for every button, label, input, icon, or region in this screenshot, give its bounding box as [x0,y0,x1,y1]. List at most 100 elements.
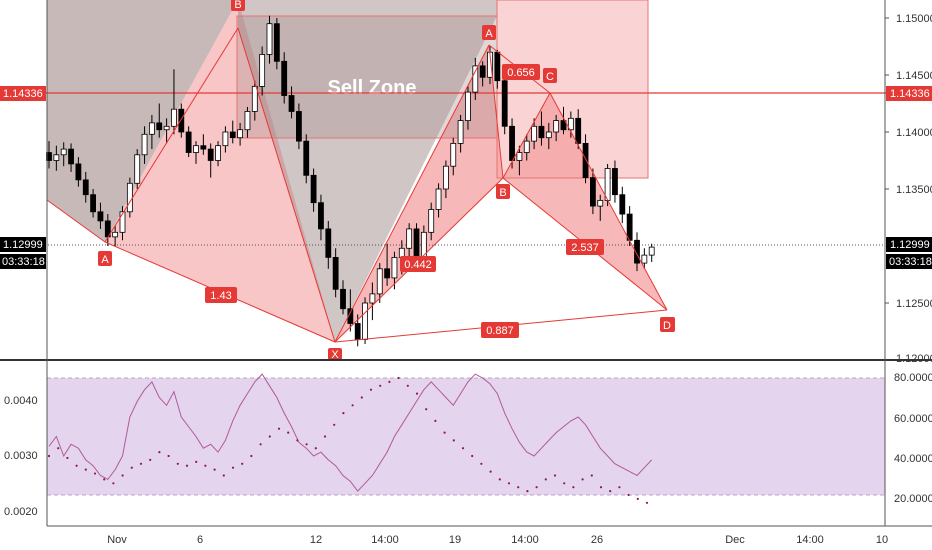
rsi-dot [544,478,547,481]
leg-a-b-right [488,44,504,179]
rsi-dot [627,493,630,497]
candle-body [340,288,346,310]
candle-body [465,91,471,121]
rsi-dot [452,439,455,442]
candle-body [119,211,126,233]
rsi-dot [296,439,299,442]
candle-body [237,129,244,139]
candle-body [494,51,501,82]
badge-label: C [546,71,554,83]
tag-text: 1.12999 [890,239,930,251]
rsi-dot [287,431,290,434]
price-tick: 1.14000 [896,127,932,139]
rsi-dot [93,472,97,475]
candle-body [354,323,361,340]
candle-body [178,108,185,133]
candle-body [560,120,567,131]
pattern-point-a-left[interactable]: A [98,251,112,266]
time-label: 14:00 [511,534,539,546]
tag-background [886,86,932,101]
sell-zone-label: Sell Zone [328,77,417,99]
candle-body [545,131,552,139]
rsi-dot [149,458,152,461]
candle-body [457,120,464,144]
rsi-dot [231,466,235,469]
badge-label: B [499,187,506,199]
badge-background [328,348,342,360]
time-label: Nov [107,534,127,546]
candle-body [626,213,633,241]
rsi-dot [213,468,216,471]
candle-body [60,148,67,156]
ratio-label-0-887: 0.887 [481,322,519,338]
candle-body [509,125,515,161]
rsi-dot [176,462,179,465]
candle-body [332,256,339,290]
rsi-dot [489,470,492,473]
candle-body [185,131,192,153]
badge-label: D [663,320,671,332]
pattern-point-x[interactable]: X [328,348,342,361]
pattern-point-a-right[interactable]: A [482,25,496,40]
leg-c-d [549,92,668,311]
time-axis[interactable]: Nov 6 12 14:00 19 14:00 26 Dec 14:00 10 [107,534,888,546]
rsi-dot [57,447,60,450]
rsi-dot [636,497,639,500]
rsi-band [47,378,885,495]
rsi-left-axis: 0.0040 0.0030 0.0020 [4,395,38,518]
rsi-dot [443,431,446,434]
candle-body [450,142,457,167]
rsi-dot [434,419,437,422]
candle-body [325,228,332,258]
candle-body [141,133,148,156]
tag-background [0,86,46,101]
leg-pre-a [46,199,106,243]
pattern-point-b-right[interactable]: B [496,184,510,199]
ratio-background [502,64,540,80]
xa-fill [238,0,497,342]
level-tag-left: 1.14336 [0,86,46,101]
rsi-dot [517,486,520,489]
tag-text: 1.14336 [3,88,43,100]
time-label: Dec [725,534,745,546]
rsi-dot [167,454,170,458]
rsi-dot [241,462,244,465]
rsi-dot [572,486,575,489]
bcd-fill [503,93,667,310]
rsi-dot [195,460,198,463]
candle-body [207,148,214,161]
rsi-dot [369,388,373,391]
price-axis[interactable]: 1.15000 1.14500 1.14000 1.13500 1.12500 … [885,13,932,365]
candle-body [97,211,104,222]
rsi-dot [535,486,538,489]
sell-zone-box[interactable] [236,15,498,139]
candlestick-series [46,15,655,347]
pattern-point-d[interactable]: D [660,317,675,332]
candle-body [597,199,604,207]
ratio-background [205,287,237,303]
rsi-dot [415,392,419,395]
badge-background [231,0,245,11]
candle-body [295,111,302,142]
ratio-label-1-43: 1.43 [205,287,237,303]
pattern-point-c[interactable]: C [543,68,557,83]
right-zone-box[interactable] [496,0,649,179]
countdown-background [886,254,932,269]
ratio-background [566,239,604,255]
candle-body [281,60,288,96]
rsi-dot [498,478,501,481]
rsi-right-axis[interactable]: 80.0000 60.0000 40.0000 20.0000 [894,372,932,505]
time-label: 26 [591,534,603,546]
badge-label: X [331,349,339,361]
pattern-point-b-left[interactable]: B [231,0,245,11]
candle-body [148,122,155,135]
badge-background [496,184,510,199]
leg-x-a [334,44,490,343]
rsi-dot [66,456,69,460]
candle-body [619,194,626,215]
rsi-left-tick: 0.0020 [4,506,38,518]
candle-body [82,179,89,196]
rsi-line [48,373,653,492]
candle-body [251,86,258,112]
